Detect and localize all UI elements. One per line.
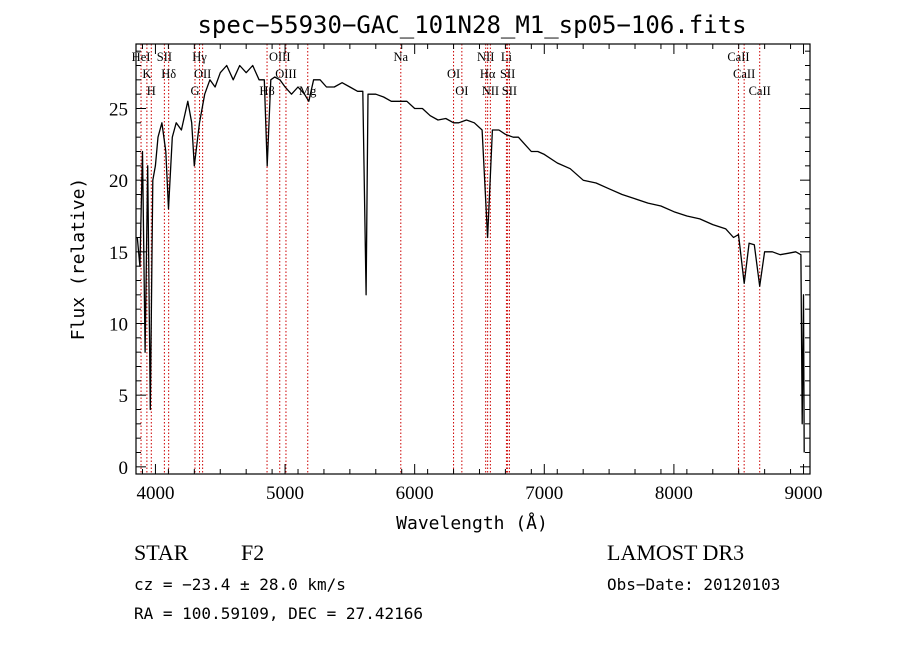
- spectral-line-label: CaII: [749, 84, 771, 98]
- spectral-line-label: SII: [157, 50, 172, 64]
- spectral-line-label: Hδ: [161, 67, 176, 81]
- spectral-line-labels: HeIKHSIIHδGHγOIIHβOIIIOIIIMgNaOIOINIIHαN…: [132, 50, 771, 98]
- object-class: STAR: [134, 540, 189, 565]
- redshift-cz: cz = −23.4 ± 28.0 km/s: [134, 575, 346, 594]
- spectral-line-label: Li: [501, 50, 513, 64]
- y-tick-label: 15: [109, 243, 128, 264]
- spectral-line-label: CaII: [733, 67, 755, 81]
- spectral-line-label: Hγ: [192, 50, 207, 64]
- x-axis-label: Wavelength (Å): [396, 512, 548, 534]
- x-axis: 4000 5000 6000 7000 8000 9000: [136, 44, 823, 504]
- spectral-line-label: OI: [447, 67, 460, 81]
- spectral-line-label: CaII: [727, 50, 749, 64]
- spectral-line-label: Mg: [299, 84, 317, 98]
- spectral-line-label: OIII: [275, 67, 297, 81]
- x-tick-label: 7000: [525, 483, 563, 504]
- plot-frame: [135, 43, 811, 475]
- y-tick-label: 10: [109, 315, 128, 336]
- y-tick-label: 5: [119, 386, 129, 407]
- survey-name: LAMOST DR3: [607, 540, 744, 565]
- spectral-line-label: OIII: [269, 50, 291, 64]
- spectral-line-label: OII: [194, 67, 211, 81]
- x-tick-label: 6000: [396, 483, 434, 504]
- chart-title: spec−55930−GAC_101N28_M1_sp05−106.fits: [197, 11, 746, 39]
- spectral-line-label: K: [142, 67, 151, 81]
- object-subclass: F2: [241, 540, 264, 565]
- ra-dec: RA = 100.59109, DEC = 27.42166: [134, 604, 423, 623]
- spectral-line-label: NII: [477, 50, 494, 64]
- spectral-line-markers: [140, 44, 761, 474]
- spectral-line-label: SII: [500, 67, 515, 81]
- y-tick-label: 0: [119, 458, 129, 479]
- y-tick-label: 25: [109, 100, 128, 121]
- spectral-line-label: HeI: [132, 50, 151, 64]
- y-axis: 0 5 10 15 20 25: [109, 50, 810, 479]
- x-tick-label: 4000: [136, 483, 174, 504]
- spectral-line-label: Hβ: [259, 84, 274, 98]
- spectral-line-label: NII: [482, 84, 499, 98]
- x-tick-label: 9000: [785, 483, 823, 504]
- spectral-line-label: OI: [455, 84, 468, 98]
- spectral-line-label: Na: [394, 50, 409, 64]
- spectral-line-label: Hα: [480, 67, 496, 81]
- y-axis-label: Flux (relative): [68, 178, 89, 341]
- x-tick-label: 5000: [266, 483, 304, 504]
- spectral-line-label: G: [190, 84, 199, 98]
- spectrum-series-line: [136, 64, 805, 453]
- observation-date: Obs−Date: 20120103: [607, 575, 780, 594]
- x-tick-label: 8000: [655, 483, 693, 504]
- spectral-line-label: SII: [502, 84, 517, 98]
- y-tick-label: 20: [109, 171, 128, 192]
- spectral-line-label: H: [147, 84, 156, 98]
